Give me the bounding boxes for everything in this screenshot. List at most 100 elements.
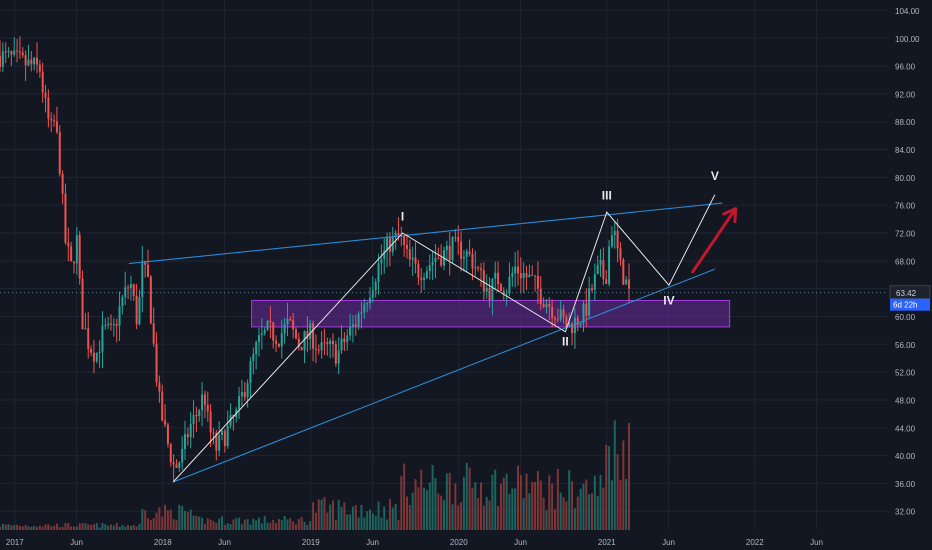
time-tick-label: 2017	[6, 538, 24, 547]
wave-label-v: V	[711, 169, 719, 183]
candle-body	[204, 394, 206, 404]
support-zone-rect	[252, 300, 730, 326]
candle-body	[355, 324, 357, 326]
volume-bar	[301, 517, 303, 530]
candle-body	[161, 392, 163, 421]
candle-body	[378, 263, 380, 282]
volume-bar	[249, 525, 251, 530]
volume-bar	[397, 520, 399, 530]
candle-body	[454, 237, 456, 238]
volume-bar	[101, 523, 103, 530]
volume-bar	[93, 524, 95, 530]
volume-bar	[113, 526, 115, 530]
candle-body	[79, 235, 81, 278]
candle-body	[318, 349, 320, 350]
candle-body	[301, 347, 303, 350]
volume-bar	[238, 518, 240, 530]
candle-body	[53, 120, 55, 121]
candle-body	[625, 280, 627, 285]
candle-body	[272, 322, 274, 340]
volume-bar	[164, 505, 166, 530]
candle-body	[369, 298, 371, 303]
volume-bar	[304, 522, 306, 530]
candle-body	[292, 320, 294, 329]
candle-body	[517, 267, 519, 274]
volume-bar	[537, 471, 539, 530]
candle-body	[554, 318, 556, 319]
candle-body	[506, 293, 508, 294]
candle-body	[329, 341, 331, 344]
candle-body	[326, 342, 328, 344]
price-tick-label: 52.00	[895, 369, 916, 378]
candle-body	[153, 323, 155, 343]
candle-body	[238, 396, 240, 409]
volume-bar	[64, 523, 66, 530]
volume-bar	[454, 483, 456, 530]
candle-body	[284, 324, 286, 333]
volume-bar	[551, 483, 553, 530]
candle-body	[130, 284, 132, 288]
volume-bar	[255, 520, 257, 530]
volume-bar	[318, 499, 320, 530]
candle-body	[537, 276, 539, 289]
candle-body	[181, 449, 183, 463]
time-tick-label: Jun	[514, 538, 527, 547]
volume-bar	[212, 521, 214, 530]
volume-bar	[33, 526, 35, 530]
candle-body	[84, 328, 86, 329]
volume-bar	[45, 525, 47, 530]
time-tick-label: 2021	[598, 538, 616, 547]
candle-body	[255, 342, 257, 354]
volume-bar	[611, 480, 613, 530]
volume-bar	[167, 510, 169, 530]
volume-bar	[600, 475, 602, 530]
volume-bar	[500, 484, 502, 530]
candle-body	[397, 233, 399, 235]
support-zone[interactable]	[252, 300, 730, 326]
volume-bar	[173, 519, 175, 530]
volume-bar	[602, 488, 604, 530]
candle-body	[469, 251, 471, 254]
candle-body	[508, 277, 510, 293]
volume-bar	[272, 520, 274, 530]
price-tick-label: 76.00	[895, 202, 916, 211]
volume-bar	[215, 523, 217, 530]
volume-bar	[375, 516, 377, 530]
candle-body	[415, 258, 417, 264]
volume-bar	[286, 519, 288, 530]
volume-bar	[557, 469, 559, 530]
candle-body	[133, 284, 135, 296]
volume-bar	[452, 504, 454, 530]
volume-bar	[585, 480, 587, 530]
volume-bar	[147, 518, 149, 530]
candle-body	[138, 297, 140, 324]
price-tick-label: 32.00	[895, 508, 916, 517]
candle-body	[483, 270, 485, 291]
volume-bar	[264, 516, 266, 530]
candle-body	[82, 279, 84, 330]
candle-body	[150, 277, 152, 323]
volume-bar	[193, 516, 195, 530]
volume-bar	[457, 506, 459, 530]
volume-bar	[79, 523, 81, 530]
volume-bar	[335, 520, 337, 530]
volume-bar	[70, 526, 72, 530]
volume-bar	[284, 516, 286, 530]
candle-body	[446, 246, 448, 250]
volume-bar	[619, 480, 621, 530]
volume-bar	[161, 517, 163, 530]
volume-bar	[312, 502, 314, 530]
candle-body	[50, 119, 52, 120]
candle-body	[73, 261, 75, 263]
volume-bar	[96, 523, 98, 530]
volume-bar	[136, 526, 138, 530]
volume-bar	[520, 475, 522, 530]
candle-body	[218, 435, 220, 451]
volume-bar	[346, 515, 348, 530]
candle-body	[261, 333, 263, 335]
candle-body	[175, 464, 177, 468]
volume-bar	[269, 523, 271, 530]
volume-bar	[494, 470, 496, 530]
candle-body	[471, 254, 473, 269]
